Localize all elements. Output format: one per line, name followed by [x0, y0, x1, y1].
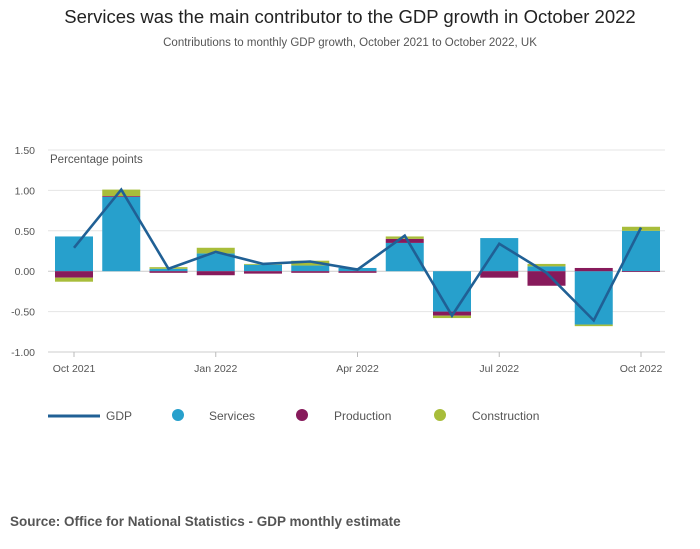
- x-tick-label: Jul 2022: [479, 363, 519, 375]
- y-tick-label: -1.00: [11, 347, 35, 359]
- x-tick-label: Oct 2022: [620, 363, 663, 375]
- legend-services-label: Services: [209, 409, 255, 423]
- bar-services: [291, 265, 330, 272]
- y-tick-label: -0.50: [11, 307, 35, 319]
- source-note: Source: Office for National Statistics -…: [10, 514, 401, 529]
- gdp-contributions-chart: 1.50 1.00 0.50 0.00 -0.50 -1.00 Percentage poi…: [11, 145, 665, 423]
- legend-production-swatch: [296, 409, 308, 421]
- legend-services-swatch: [172, 409, 184, 421]
- bar-services: [433, 271, 471, 312]
- bar-production: [244, 271, 282, 274]
- bar-production: [574, 267, 613, 272]
- y-tick-label: 0.50: [15, 226, 36, 238]
- x-tick-label: Apr 2022: [336, 363, 379, 375]
- chart-title: Services was the main contributor to the…: [64, 6, 636, 27]
- bar-services: [527, 266, 566, 272]
- bar-production: [55, 271, 93, 278]
- bar-production: [149, 271, 188, 273]
- bar-construction: [102, 189, 141, 197]
- chart-subtitle: Contributions to monthly GDP growth, Oct…: [163, 37, 537, 49]
- x-tick-label: Jan 2022: [194, 363, 237, 375]
- bar-construction: [55, 277, 93, 282]
- y-tick-label: 0.00: [15, 266, 36, 278]
- y-tick-label: 1.50: [15, 145, 36, 157]
- bar-construction: [574, 324, 613, 327]
- bar-production: [385, 238, 424, 243]
- bar-production: [196, 271, 235, 276]
- bar-construction: [527, 263, 566, 267]
- y-axis-label: Percentage points: [50, 154, 143, 166]
- bar-production: [622, 271, 660, 273]
- x-tick-label: Oct 2021: [53, 363, 96, 375]
- legend-production-label: Production: [334, 409, 391, 423]
- legend-gdp-label: GDP: [106, 409, 132, 423]
- bar-services: [574, 271, 613, 325]
- gdp-line: [72, 187, 643, 323]
- bar-production: [291, 271, 330, 273]
- bar-services: [55, 236, 93, 272]
- legend-construction-swatch: [434, 409, 446, 421]
- legend-construction-label: Construction: [472, 409, 539, 423]
- bar-services: [244, 264, 282, 272]
- bar-production: [480, 271, 519, 278]
- bar-construction: [291, 260, 330, 266]
- bar-services: [196, 253, 235, 272]
- y-tick-label: 1.00: [15, 185, 36, 197]
- bar-production: [102, 196, 141, 197]
- bar-production: [338, 271, 377, 273]
